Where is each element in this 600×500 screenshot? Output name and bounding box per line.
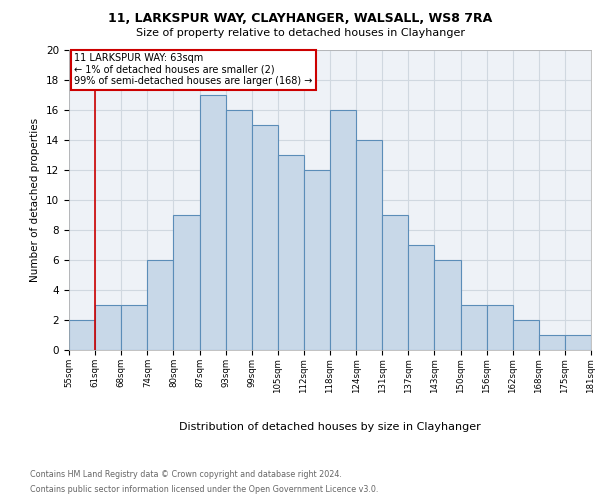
Y-axis label: Number of detached properties: Number of detached properties [31,118,40,282]
Bar [434,260,461,350]
Bar [565,335,591,350]
Bar [121,305,148,350]
Bar [513,320,539,350]
Bar [226,110,252,350]
Text: Distribution of detached houses by size in Clayhanger: Distribution of detached houses by size … [179,422,481,432]
Text: Contains public sector information licensed under the Open Government Licence v3: Contains public sector information licen… [30,485,379,494]
Bar [199,95,226,350]
Bar [148,260,173,350]
Bar [487,305,513,350]
Text: Contains HM Land Registry data © Crown copyright and database right 2024.: Contains HM Land Registry data © Crown c… [30,470,342,479]
Bar [278,155,304,350]
Bar [461,305,487,350]
Bar [304,170,330,350]
Bar [330,110,356,350]
Bar [252,125,278,350]
Bar [69,320,95,350]
Bar [539,335,565,350]
Text: 11 LARKSPUR WAY: 63sqm
← 1% of detached houses are smaller (2)
99% of semi-detac: 11 LARKSPUR WAY: 63sqm ← 1% of detached … [74,53,313,86]
Bar [382,215,409,350]
Bar [173,215,199,350]
Bar [409,245,434,350]
Bar [356,140,382,350]
Bar [95,305,121,350]
Text: Size of property relative to detached houses in Clayhanger: Size of property relative to detached ho… [136,28,464,38]
Text: 11, LARKSPUR WAY, CLAYHANGER, WALSALL, WS8 7RA: 11, LARKSPUR WAY, CLAYHANGER, WALSALL, W… [108,12,492,26]
